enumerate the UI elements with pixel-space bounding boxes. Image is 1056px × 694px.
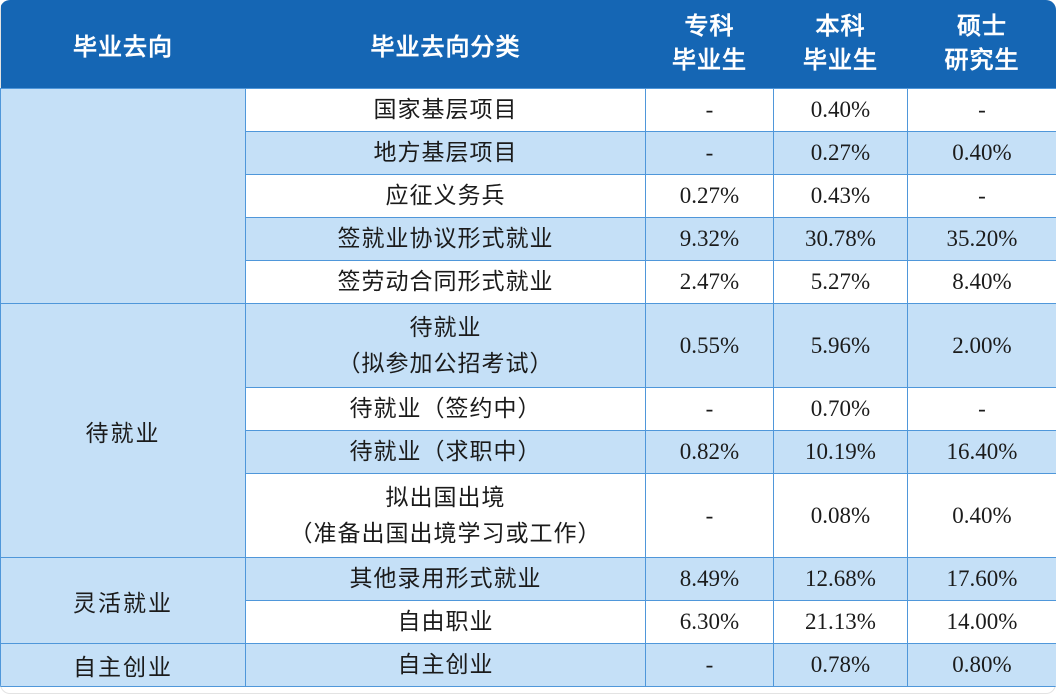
value-benke: 0.43% — [773, 174, 908, 218]
category-cell: 待就业（签约中） — [245, 387, 646, 431]
category-line: 待就业（签约中） — [349, 396, 542, 421]
value-benke: 0.40% — [773, 88, 908, 132]
table-row: 地方基层项目 -0.27% 0.40% — [1, 131, 1056, 175]
category-line: 待就业（求职中） — [349, 439, 542, 464]
value-shuoshi: - — [907, 387, 1056, 431]
table-row: 拟出国出境 （准备出国出境学习或工作） -0.08% 0.40% — [1, 473, 1056, 558]
category-cell: 其他录用形式就业 — [245, 557, 646, 601]
header-shuoshi-line1: 硕士 — [957, 13, 1007, 40]
value-benke: 0.78% — [773, 643, 908, 687]
group-cell: 待就业 — [0, 303, 246, 558]
category-line: 签劳动合同形式就业 — [337, 269, 554, 294]
value-zhuanke: 0.55% — [645, 303, 774, 388]
value-zhuanke: 2.47% — [645, 260, 774, 304]
header-benke-line1: 本科 — [815, 13, 866, 40]
value-shuoshi: 8.40% — [907, 260, 1056, 304]
value-shuoshi: 17.60% — [907, 557, 1056, 601]
value-shuoshi: - — [907, 88, 1056, 132]
header-row: 毕业去向 毕业去向分类 专科 毕业生 本科 毕业生 硕士 研究生 — [0, 0, 1056, 89]
category-line: 拟出国出境 — [385, 484, 506, 510]
value-benke: 0.08% — [773, 473, 908, 558]
table-row: 应征义务兵 0.27% 0.43% - — [1, 174, 1056, 218]
category-cell: 应征义务兵 — [245, 174, 646, 218]
category-cell: 地方基层项目 — [245, 131, 646, 175]
table-row: 自由职业 6.30% 21.13% 14.00% — [1, 600, 1056, 644]
value-shuoshi: 0.80% — [907, 643, 1056, 687]
category-line: 自主创业 — [397, 652, 494, 677]
category-cell: 自主创业 — [245, 643, 646, 687]
value-zhuanke: 0.82% — [645, 430, 774, 474]
header-benke: 本科 毕业生 — [773, 0, 908, 89]
category-cell: 待就业 （拟参加公招考试） — [245, 303, 646, 388]
header-zhuanke-line2: 毕业生 — [672, 47, 747, 74]
category-cell: 国家基层项目 — [245, 88, 646, 132]
value-shuoshi: 16.40% — [907, 430, 1056, 474]
category-line: 签就业协议形式就业 — [337, 226, 554, 251]
header-zhuanke-line1: 专科 — [684, 13, 735, 40]
value-benke: 12.68% — [773, 557, 908, 601]
table-row: 签就业协议形式就业 9.32% 30.78% 35.20% — [1, 217, 1056, 261]
value-shuoshi: 0.40% — [907, 131, 1056, 175]
value-zhuanke: 9.32% — [645, 217, 774, 261]
category-line: （拟参加公招考试） — [337, 350, 554, 376]
value-benke: 30.78% — [773, 217, 908, 261]
group-cell: 灵活就业 — [0, 557, 246, 644]
value-shuoshi: 35.20% — [907, 217, 1056, 261]
category-line: 待就业 — [409, 314, 482, 340]
table-row: 国家基层项目 -0.40% - — [0, 88, 1056, 304]
table-body: 国家基层项目 -0.40% - 地方基层项目 -0.27% 0.40% 应征义务兵 0.27%… — [0, 88, 1056, 687]
value-zhuanke: - — [645, 643, 774, 687]
value-benke: 5.96% — [773, 303, 908, 388]
header-benke-line2: 毕业生 — [803, 47, 878, 74]
group-cell — [0, 88, 246, 304]
value-zhuanke: 6.30% — [645, 600, 774, 644]
value-benke: 0.70% — [773, 387, 908, 431]
table-row: 待就业 待就业 （拟参加公招考试） 0.55% 5.96% 2.00% — [0, 303, 1056, 558]
category-line: 国家基层项目 — [373, 97, 518, 122]
value-benke: 10.19% — [773, 430, 908, 474]
category-line: 应征义务兵 — [385, 183, 506, 208]
value-zhuanke: - — [645, 88, 774, 132]
category-line: （准备出国出境学习或工作） — [289, 520, 602, 546]
header-category: 毕业去向分类 — [245, 0, 646, 89]
value-shuoshi: 2.00% — [907, 303, 1056, 388]
category-cell: 签就业协议形式就业 — [245, 217, 646, 261]
value-zhuanke: - — [645, 387, 774, 431]
group-cell: 自主创业 — [0, 643, 246, 687]
category-cell: 自由职业 — [245, 600, 646, 644]
value-zhuanke: 0.27% — [645, 174, 774, 218]
category-cell: 待就业（求职中） — [245, 430, 646, 474]
header-shuoshi-line2: 研究生 — [944, 47, 1020, 74]
value-shuoshi: - — [907, 174, 1056, 218]
value-benke: 21.13% — [773, 600, 908, 644]
category-line: 自由职业 — [397, 609, 494, 634]
category-cell: 拟出国出境 （准备出国出境学习或工作） — [245, 473, 646, 558]
table-row: 自主创业 自主创业 -0.78% 0.80% — [0, 643, 1056, 687]
value-shuoshi: 0.40% — [907, 473, 1056, 558]
header-shuoshi: 硕士 研究生 — [907, 0, 1056, 89]
table-row: 灵活就业 其他录用形式就业 8.49% 12.68% 17.60% — [0, 557, 1056, 644]
table-row: 待就业（签约中） -0.70% - — [1, 387, 1056, 431]
value-benke: 0.27% — [773, 131, 908, 175]
category-cell: 签劳动合同形式就业 — [245, 260, 646, 304]
category-line: 地方基层项目 — [373, 140, 518, 165]
value-benke: 5.27% — [773, 260, 908, 304]
value-zhuanke: - — [645, 473, 774, 558]
header-destination: 毕业去向 — [0, 0, 246, 89]
value-zhuanke: 8.49% — [645, 557, 774, 601]
value-shuoshi: 14.00% — [907, 600, 1056, 644]
table-row: 签劳动合同形式就业 2.47% 5.27% 8.40% — [1, 260, 1056, 304]
header-zhuanke: 专科 毕业生 — [645, 0, 774, 89]
category-line: 其他录用形式就业 — [349, 566, 542, 591]
value-zhuanke: - — [645, 131, 774, 175]
